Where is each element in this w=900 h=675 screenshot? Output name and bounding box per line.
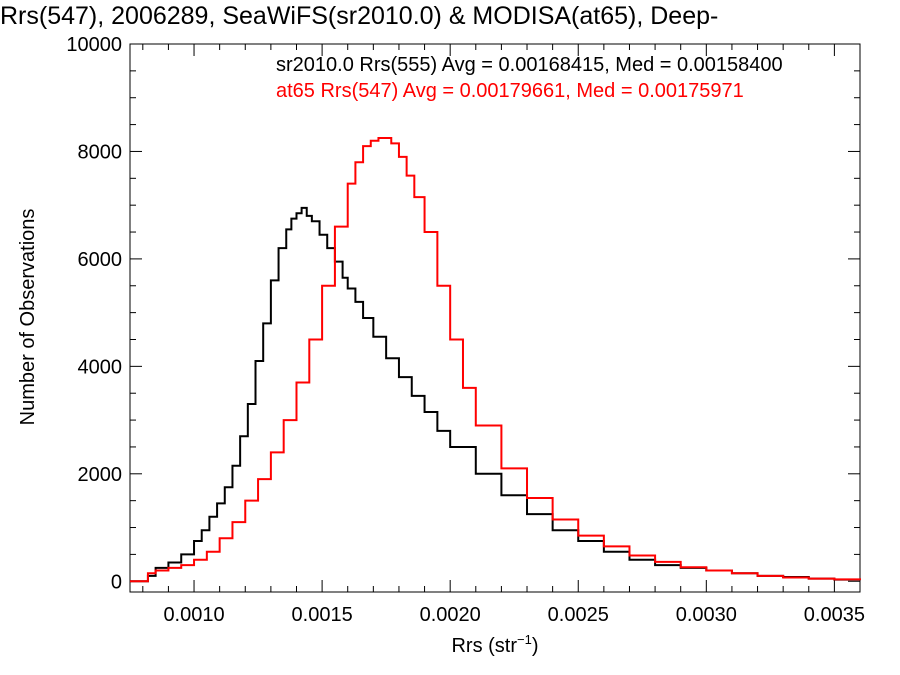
plot-frame <box>129 43 861 593</box>
legend-entry-at65: at65 Rrs(547) Avg = 0.00179661, Med = 0.… <box>276 80 744 102</box>
x-tick-label: 0.0030 <box>676 604 737 626</box>
series-layer <box>130 137 861 583</box>
x-axis-label-close: ) <box>532 635 539 657</box>
series-at65-line <box>130 137 861 583</box>
x-axis: 0.0010 0.0015 0.0020 0.0025 0.0030 0.0035 <box>142 44 865 626</box>
y-tick-label: 4000 <box>78 356 123 378</box>
y-tick-label: 0 <box>111 571 122 593</box>
y-tick-label: 6000 <box>78 249 123 271</box>
y-axis-label: Number of Observations <box>17 209 39 426</box>
x-axis-label-sup: −1 <box>517 632 532 647</box>
x-axis-label-main: Rrs (str <box>451 635 517 657</box>
x-tick-label: 0.0035 <box>804 604 865 626</box>
chart-title: Rrs(547), 2006289, SeaWiFS(sr2010.0) & M… <box>0 2 718 30</box>
y-axis: 0 2000 4000 6000 8000 10000 <box>66 34 860 593</box>
y-tick-label: 10000 <box>66 34 122 56</box>
x-axis-label: Rrs (str−1) <box>451 632 538 657</box>
y-tick-label: 8000 <box>78 141 123 163</box>
legend-entry-sr2010: sr2010.0 Rrs(555) Avg = 0.00168415, Med … <box>276 54 783 76</box>
x-tick-label: 0.0010 <box>163 604 224 626</box>
x-tick-label: 0.0020 <box>420 604 481 626</box>
x-tick-label: 0.0015 <box>292 604 353 626</box>
y-tick-label: 2000 <box>78 464 123 486</box>
plot-border <box>129 43 861 593</box>
x-tick-label: 0.0025 <box>548 604 609 626</box>
series-sr2010-line <box>130 206 861 583</box>
